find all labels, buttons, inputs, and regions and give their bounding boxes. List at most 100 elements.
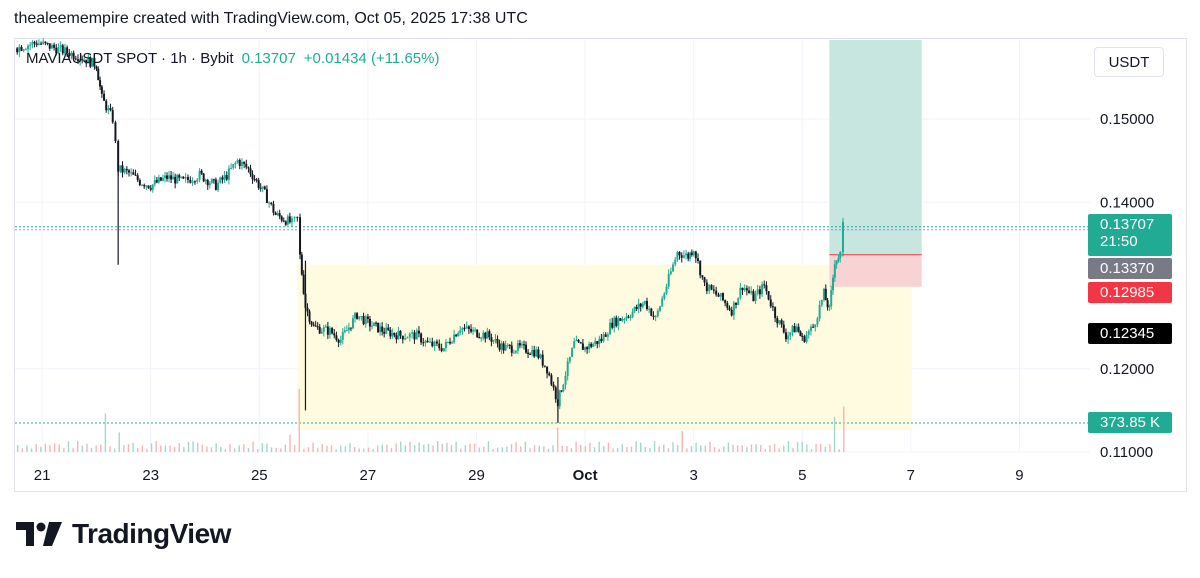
candle-body bbox=[506, 344, 509, 346]
x-tick-label: 27 bbox=[360, 467, 377, 484]
candle-body bbox=[761, 284, 764, 295]
candle-body bbox=[656, 310, 659, 317]
candle-body bbox=[172, 176, 175, 180]
candle-body bbox=[457, 332, 460, 337]
volume-bar bbox=[344, 446, 347, 452]
candle-body bbox=[784, 332, 787, 340]
symbol-label: MAVIAUSDT SPOT · 1h · Bybit bbox=[26, 50, 234, 67]
candle-body bbox=[282, 220, 285, 222]
candle-body bbox=[573, 341, 576, 349]
candle-body bbox=[665, 286, 668, 294]
volume-bar bbox=[21, 448, 24, 452]
candle-body bbox=[72, 52, 75, 59]
candle-body bbox=[826, 300, 829, 308]
candle-body bbox=[214, 179, 217, 190]
candle-body bbox=[617, 318, 620, 326]
candle-body bbox=[550, 375, 553, 385]
candle-body bbox=[31, 41, 34, 45]
volume-bar bbox=[340, 445, 342, 452]
candle-body bbox=[797, 326, 800, 332]
volume-bar bbox=[769, 445, 771, 452]
candle-body bbox=[625, 316, 628, 320]
candle-body bbox=[243, 161, 246, 164]
candle-body bbox=[446, 341, 449, 343]
volume-bar bbox=[556, 427, 559, 452]
currency-button[interactable]: USDT bbox=[1094, 47, 1164, 77]
candle-body bbox=[758, 289, 761, 295]
candle-body bbox=[219, 177, 222, 183]
volume-bar bbox=[81, 445, 84, 452]
volume-bar bbox=[612, 448, 614, 452]
candle-body bbox=[53, 44, 56, 48]
candle-body bbox=[453, 334, 456, 343]
candle-body bbox=[514, 350, 517, 353]
candle-body bbox=[560, 390, 563, 392]
candle-body bbox=[663, 293, 666, 299]
candle-body bbox=[444, 342, 447, 349]
candle-body bbox=[206, 179, 209, 186]
candle-body bbox=[81, 59, 84, 61]
candle-body bbox=[395, 335, 398, 340]
candle-body bbox=[326, 326, 329, 335]
candle-body bbox=[504, 345, 507, 351]
volume-bar bbox=[210, 447, 213, 452]
volume-bar bbox=[238, 445, 240, 452]
volume-bar bbox=[529, 448, 531, 452]
volume-bar bbox=[510, 444, 513, 452]
candle-body bbox=[16, 48, 19, 53]
candle-body bbox=[590, 343, 593, 347]
candle-body bbox=[339, 339, 342, 343]
volume-bar bbox=[473, 443, 476, 452]
candle-body bbox=[512, 352, 515, 354]
volume-bar bbox=[801, 442, 803, 452]
candle-body bbox=[754, 293, 757, 302]
volume-bar bbox=[561, 445, 563, 452]
candle-body bbox=[107, 108, 110, 111]
candle-body bbox=[438, 343, 441, 349]
candle-body bbox=[780, 320, 783, 325]
volume-bar bbox=[100, 444, 102, 452]
candle-body bbox=[611, 322, 614, 328]
candle-body bbox=[145, 185, 148, 187]
volume-bar bbox=[243, 444, 245, 452]
candle-body bbox=[42, 41, 45, 44]
candle-body bbox=[619, 318, 622, 321]
candle-body bbox=[480, 337, 483, 339]
tradingview-logo[interactable]: TradingView bbox=[16, 518, 231, 550]
candle-body bbox=[422, 342, 425, 344]
volume-bar bbox=[316, 447, 319, 452]
candle-body bbox=[111, 110, 114, 123]
volume-bar bbox=[460, 448, 462, 452]
candle-body bbox=[399, 330, 402, 336]
volume-bar bbox=[773, 443, 776, 452]
candle-body bbox=[745, 288, 748, 291]
volume-bar bbox=[778, 448, 780, 452]
countdown-value: 21:50 bbox=[1100, 233, 1138, 250]
candle-body bbox=[296, 216, 299, 218]
candle-body bbox=[498, 343, 501, 350]
volume-bar bbox=[820, 443, 822, 452]
candle-body bbox=[265, 189, 268, 203]
candle-body bbox=[221, 177, 224, 180]
candle-body bbox=[579, 342, 582, 344]
candle-body bbox=[302, 274, 305, 294]
volume-bar bbox=[164, 445, 167, 452]
candle-body bbox=[739, 287, 742, 298]
candle-body bbox=[208, 183, 211, 186]
candle-body bbox=[411, 332, 414, 334]
volume-bar bbox=[760, 445, 762, 452]
candle-body bbox=[141, 184, 144, 186]
candle-body bbox=[518, 343, 521, 346]
volume-bar bbox=[663, 444, 665, 452]
volume-bar bbox=[732, 444, 734, 452]
candle-body bbox=[293, 216, 296, 219]
candle-body bbox=[712, 289, 715, 291]
volume-bar bbox=[533, 445, 536, 452]
candle-body bbox=[33, 41, 36, 44]
candle-body bbox=[520, 344, 523, 346]
candle-body bbox=[385, 327, 388, 334]
candle-body bbox=[645, 301, 648, 309]
candle-body bbox=[404, 338, 407, 340]
candle-body bbox=[189, 179, 192, 183]
